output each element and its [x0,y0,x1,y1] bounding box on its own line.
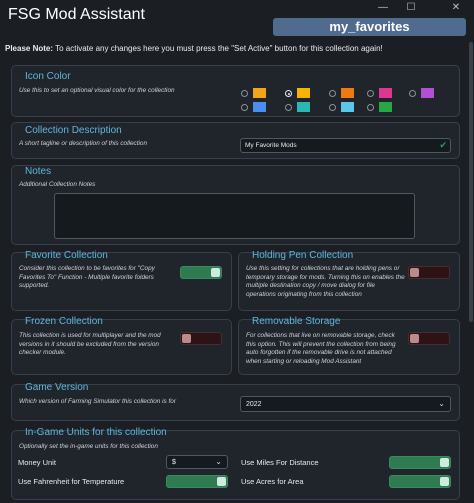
color-radio-sky[interactable] [329,104,336,111]
folder-body [379,104,392,112]
frozen-panel: Frozen Collection This collection is use… [11,316,232,375]
game-version-title: Game Version [25,382,89,393]
color-radio-gold[interactable] [285,90,292,97]
acres-toggle[interactable] [389,475,451,488]
folder-body [341,104,354,112]
game-version-select[interactable]: 2022 ⌄ [240,396,451,412]
game-version-value: 2022 [246,401,262,408]
favorite-title: Favorite Collection [25,250,108,261]
money-unit-label: Money Unit [18,458,56,467]
favorite-panel: Favorite Collection Consider this collec… [11,250,232,311]
notes-help: Additional Collection Notes [19,181,96,188]
icon-color-title: Icon Color [25,71,71,82]
notes-title: Notes [25,166,52,177]
acres-label: Use Acres for Area [241,477,304,486]
units-help: Optionally set the in-game units for thi… [19,443,158,450]
holding-pen-toggle[interactable] [408,266,450,279]
holding-pen-panel: Holding Pen Collection Use this setting … [238,250,460,311]
maximize-icon[interactable]: ☐ [406,2,416,13]
color-radio-pink[interactable] [367,90,374,97]
frozen-title: Frozen Collection [25,316,103,327]
icon-color-panel: Icon Color Use this to set an optional v… [11,65,460,117]
units-title: In-Game Units for this collection [25,427,167,438]
toggle-knob [410,268,419,277]
folder-icon [253,88,266,98]
folder-body [421,90,434,98]
folder-body [297,104,310,112]
toggle-knob [440,477,449,486]
units-panel: In-Game Units for this collection Option… [11,427,460,500]
folder-icon [379,102,392,112]
removable-toggle[interactable] [408,332,450,345]
description-title: Collection Description [25,125,122,136]
folder-icon [297,102,310,112]
color-radio-green[interactable] [367,104,374,111]
folder-icon [379,88,392,98]
toggle-knob [211,268,220,277]
folder-icon [253,102,266,112]
folder-icon [341,88,354,98]
color-radio-orange[interactable] [329,90,336,97]
app-title: FSG Mod Assistant [8,6,145,23]
folder-body [297,90,310,98]
removable-panel: Removable Storage For collections that l… [238,316,460,375]
removable-title: Removable Storage [252,316,341,327]
color-radio-purple[interactable] [409,90,416,97]
icon-color-help: Use this to set an optional visual color… [19,87,175,94]
notice-text: Please Note: To activate any changes her… [5,44,383,53]
valid-check-icon: ✔ [439,140,447,150]
color-radio-yellow[interactable] [241,90,248,97]
game-version-panel: Game Version Which version of Farming Si… [11,382,460,421]
minimize-icon[interactable]: — [378,2,388,13]
toggle-knob [217,477,226,486]
description-value: My Favorite Mods [245,142,297,149]
holding-pen-title: Holding Pen Collection [252,250,354,261]
folder-icon [421,88,434,98]
title-bar: FSG Mod Assistant — ☐ ✕ my_favorites [0,0,474,38]
folder-body [379,90,392,98]
description-help: A short tagline or description of this c… [19,140,147,147]
favorite-toggle[interactable] [180,266,222,279]
notes-textarea[interactable] [54,193,415,239]
miles-toggle[interactable] [389,456,451,469]
folder-body [341,90,354,98]
description-input[interactable]: My Favorite Mods ✔ [240,138,451,153]
money-unit-value: $ [172,459,176,466]
collection-name-badge: my_favorites [273,18,466,36]
favorite-help: Consider this collection to be favorites… [19,265,155,289]
notice-body: To activate any changes here you must pr… [53,44,383,53]
chevron-down-icon: ⌄ [215,457,222,466]
scrollbar[interactable] [469,42,473,322]
fahrenheit-toggle[interactable] [166,475,228,488]
close-icon[interactable]: ✕ [451,2,461,13]
toggle-knob [182,334,191,343]
money-unit-select[interactable]: $ ⌄ [166,455,228,469]
game-version-help: Which version of Farming Simulator this … [19,398,176,405]
frozen-help: This collection is used for multiplayer … [19,332,161,356]
color-radio-teal[interactable] [285,104,292,111]
removable-help: For collections that live on removable s… [246,332,396,365]
description-panel: Collection Description A short tagline o… [11,122,460,159]
fahrenheit-label: Use Fahrenheit for Temperature [18,477,125,486]
notes-panel: Notes Additional Collection Notes [11,165,460,245]
folder-body [253,90,266,98]
color-radio-blue[interactable] [241,104,248,111]
miles-label: Use Miles For Distance [241,458,319,467]
toggle-knob [410,334,419,343]
frozen-toggle[interactable] [180,332,222,345]
holding-pen-help: Use this setting for collections that ar… [246,265,405,298]
folder-icon [341,102,354,112]
folder-body [253,104,266,112]
chevron-down-icon: ⌄ [438,399,445,408]
notice-label: Please Note: [5,44,54,53]
folder-icon [297,88,310,98]
toggle-knob [440,458,449,467]
